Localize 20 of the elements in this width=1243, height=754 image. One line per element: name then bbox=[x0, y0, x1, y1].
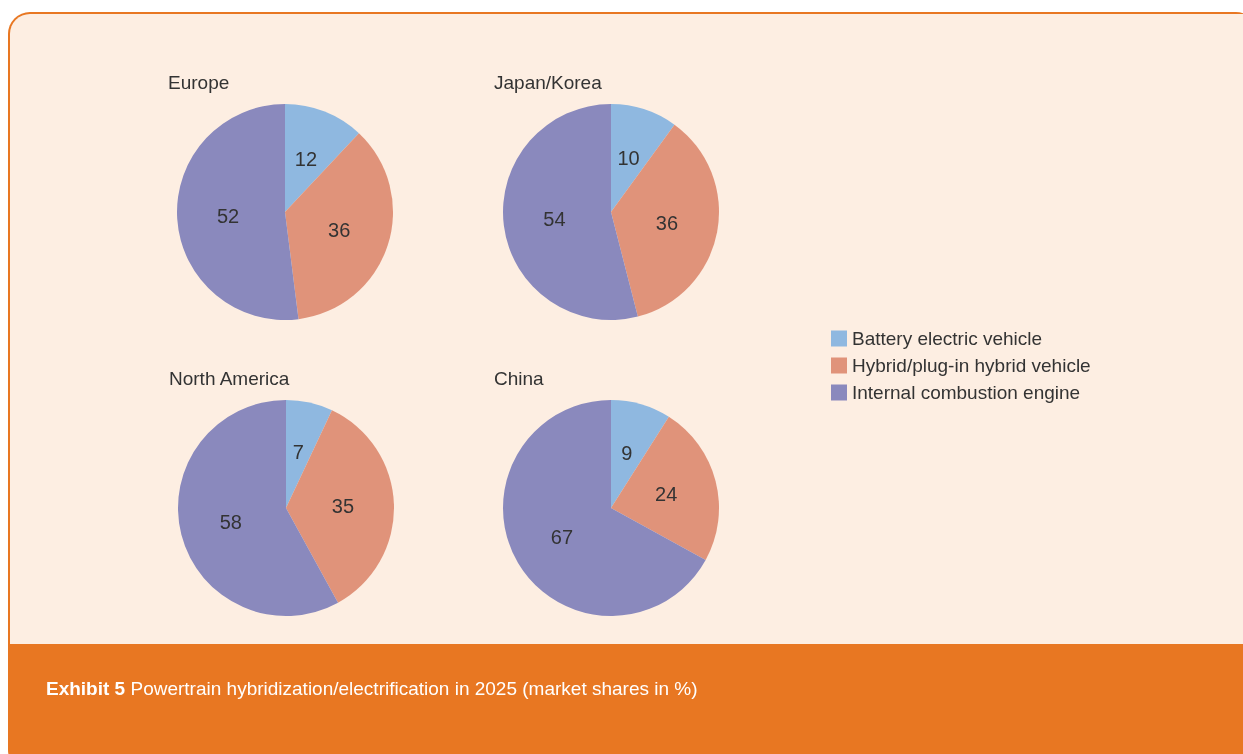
data-label: 24 bbox=[655, 482, 678, 505]
data-label: 7 bbox=[292, 441, 304, 464]
data-label: 12 bbox=[294, 148, 318, 170]
data-label: 9 bbox=[621, 442, 633, 465]
legend-label: Hybrid/plug-in hybrid vehicle bbox=[852, 355, 1091, 376]
data-label: 35 bbox=[331, 495, 355, 518]
slice-label: China bbox=[494, 368, 545, 389]
data-label: 10 bbox=[617, 146, 640, 169]
legend-label: Battery electric vehicle bbox=[852, 328, 1043, 349]
data-label: 52 bbox=[216, 204, 240, 227]
text: Exhibit 5 Powertrain hybridization/electrification in 2025 (market shares in %) bbox=[46, 678, 698, 700]
slice-label: Europe bbox=[168, 72, 230, 93]
data-label: 36 bbox=[655, 211, 679, 234]
data-label: 54 bbox=[543, 208, 566, 231]
data-label: 36 bbox=[328, 218, 351, 241]
data-label: 67 bbox=[550, 526, 574, 549]
slice-label: Japan/Korea bbox=[494, 72, 603, 93]
legend-label: Internal combustion engine bbox=[852, 382, 1081, 403]
data-label: 58 bbox=[219, 511, 242, 534]
slice-label: North America bbox=[169, 368, 290, 389]
